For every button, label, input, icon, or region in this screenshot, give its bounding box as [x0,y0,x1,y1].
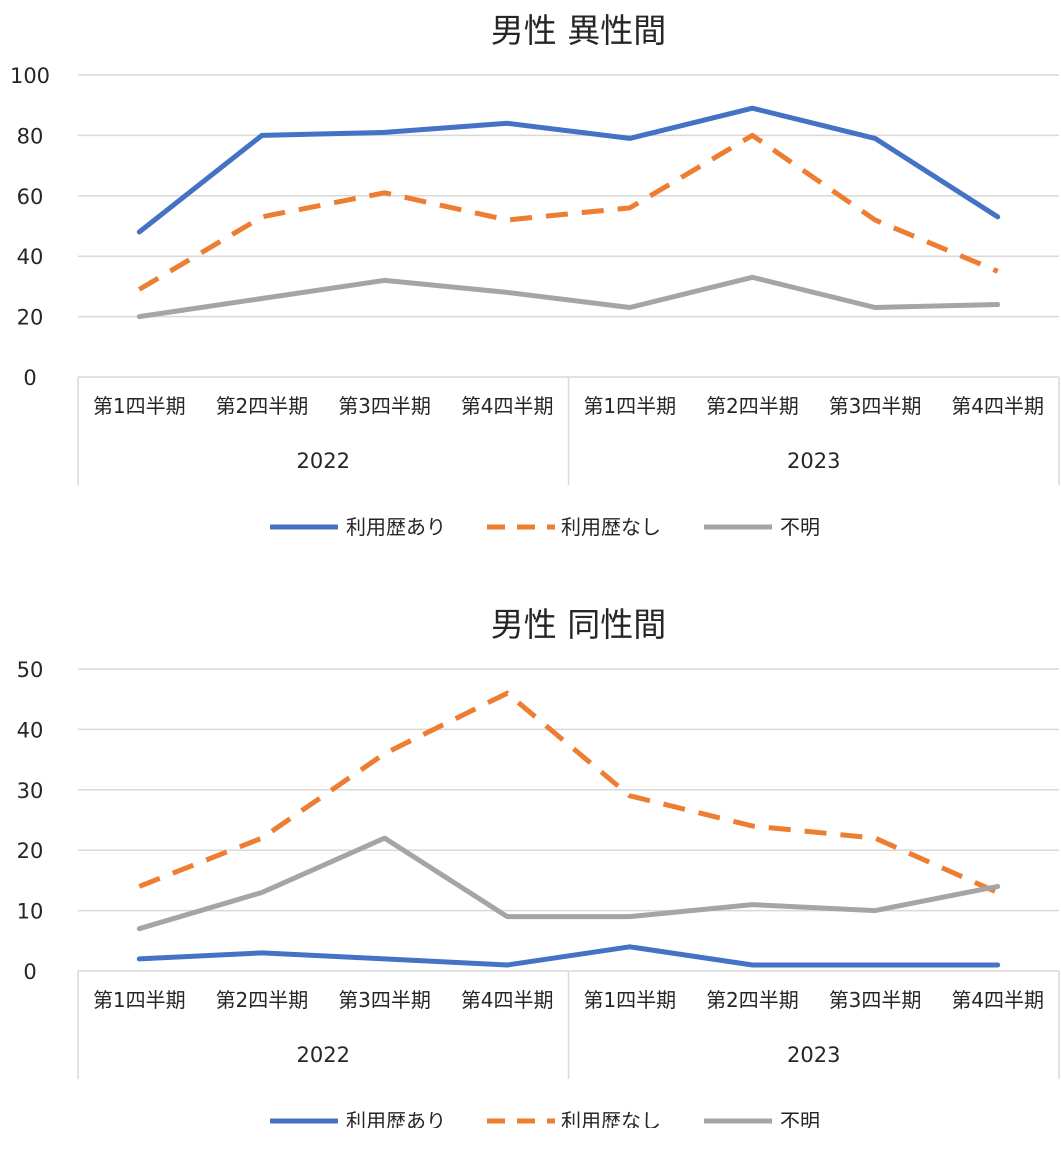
x-tick-label: 第2四半期 [216,394,309,418]
y-tick-label: 40 [17,245,44,269]
y-tick-label: 40 [17,718,44,742]
legend-label: 不明 [780,1109,820,1128]
x-group-label: 2023 [787,449,840,473]
x-group-label: 2022 [297,449,350,473]
legend-label: 利用歴なし [561,515,661,539]
series-line [138,132,999,292]
legend-label: 利用歴あり [346,515,446,539]
x-tick-label: 第4四半期 [951,988,1044,1012]
y-tick-label: 20 [17,306,44,330]
x-tick-label: 第4四半期 [951,394,1044,418]
x-group-label: 2022 [297,1043,350,1067]
x-tick-label: 第3四半期 [338,988,431,1012]
x-group-label: 2023 [787,1043,840,1067]
x-tick-label: 第2四半期 [216,988,309,1012]
y-tick-label: 100 [10,64,50,88]
chart-heterosexual-men: 男性 異性間 0 20 40 60 80 100 2022 2023 第1四半期 第2四半期 第3四半… [0,0,1061,564]
y-tick-label: 10 [17,900,44,924]
series-line [136,105,1001,235]
y-tick-label: 0 [23,366,36,390]
x-tick-label: 第1四半期 [583,394,676,418]
chart-title: 男性 同性間 [491,605,667,644]
legend-label: 利用歴あり [346,1109,446,1128]
x-tick-label: 第1四半期 [93,394,186,418]
x-tick-label: 第1四半期 [583,988,676,1012]
x-tick-label: 第4四半期 [461,394,554,418]
series-line [138,690,999,895]
chart-homosexual-men: 男性 同性間 0 10 20 30 40 50 2022 2023 第1四半期 第2四半期 第3四半期… [0,594,1061,1158]
legend-label: 不明 [780,515,820,539]
series-line [136,835,1001,932]
x-tick-label: 第2四半期 [706,988,799,1012]
y-tick-label: 50 [17,658,44,682]
y-tick-label: 20 [17,839,44,863]
legend-label: 利用歴なし [561,1109,661,1128]
y-tick-label: 30 [17,779,44,803]
y-tick-label: 60 [17,185,44,209]
y-tick-label: 0 [23,960,36,984]
x-tick-label: 第3四半期 [338,394,431,418]
x-tick-label: 第3四半期 [829,988,922,1012]
x-tick-label: 第4四半期 [461,988,554,1012]
chart-title: 男性 異性間 [491,11,667,50]
y-tick-label: 80 [17,124,44,148]
line-chart-svg: 男性 異性間 0 20 40 60 80 100 2022 2023 第1四半期 第2四半期 第3四半… [10,11,1060,539]
x-tick-label: 第2四半期 [706,394,799,418]
x-tick-label: 第1四半期 [93,988,186,1012]
x-tick-label: 第3四半期 [829,394,922,418]
line-chart-svg: 男性 同性間 0 10 20 30 40 50 2022 2023 第1四半期 第2四半期 第3四半期… [17,605,1060,1128]
series-line [136,274,1001,320]
series-line [136,944,1001,968]
